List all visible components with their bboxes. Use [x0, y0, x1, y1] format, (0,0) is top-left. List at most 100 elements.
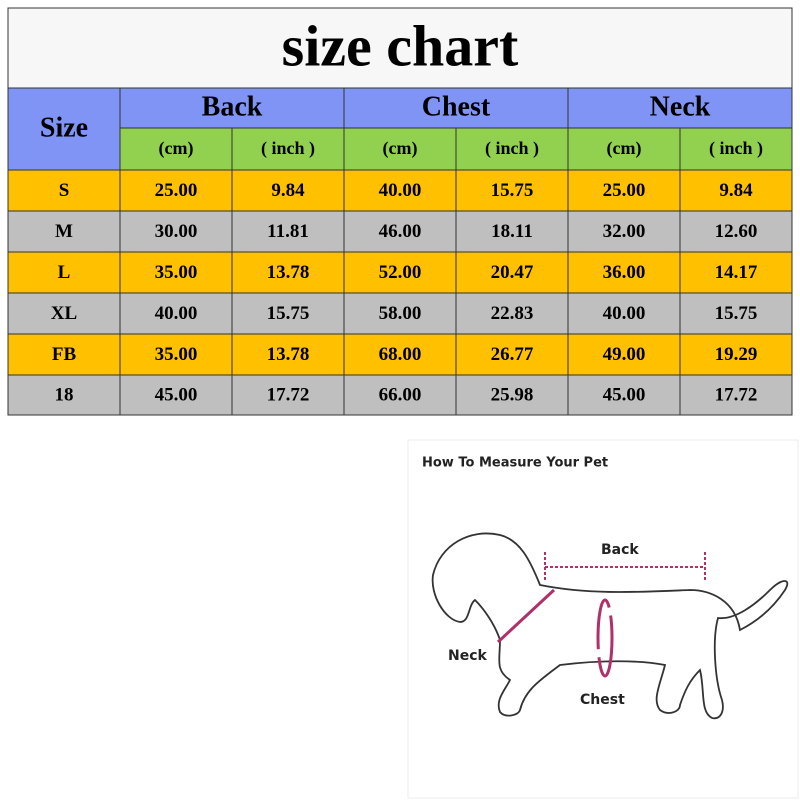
unit-header-cell	[119, 127, 233, 171]
size-name: FB	[52, 344, 77, 365]
measure-value-cell	[343, 333, 457, 376]
measure-value-cell	[679, 169, 793, 212]
back-label: Back	[601, 542, 639, 558]
group-header: Neck	[650, 91, 711, 122]
measure-value: 49.00	[603, 344, 646, 365]
measure-value: 11.81	[267, 221, 309, 242]
unit-header: ( inch )	[261, 138, 315, 159]
measure-value: 19.29	[715, 344, 758, 365]
measure-value-cell	[679, 292, 793, 335]
size-table: Size Back Chest Neck (cm) ( inch ) (cm) ( inch …	[7, 87, 793, 416]
measure-value: 9.84	[271, 180, 305, 201]
measure-value: 45.00	[155, 384, 198, 405]
measure-value-cell	[343, 374, 457, 416]
unit-header: ( inch )	[485, 138, 539, 159]
measure-diagram: How To Measure Your Pet Back Neck Chest	[407, 439, 799, 799]
measure-value-cell	[343, 210, 457, 253]
measure-value: 40.00	[603, 303, 646, 324]
measure-value: 17.72	[715, 384, 758, 405]
chest-line	[596, 598, 614, 678]
measure-value: 66.00	[379, 384, 422, 405]
measure-value: 9.84	[719, 180, 753, 201]
measure-value-cell	[119, 374, 233, 416]
dog-outline	[431, 532, 789, 720]
chest-label: Chest	[580, 692, 625, 708]
measure-value: 15.75	[267, 303, 310, 324]
neck-line	[496, 588, 556, 644]
unit-header: ( inch )	[709, 138, 763, 159]
measure-value-cell	[455, 374, 569, 416]
measure-value: 46.00	[379, 221, 422, 242]
unit-header: (cm)	[383, 138, 418, 159]
measure-value: 20.47	[491, 262, 534, 283]
unit-header-cell	[567, 127, 681, 171]
measure-value: 13.78	[267, 262, 310, 283]
measure-value: 45.00	[603, 384, 646, 405]
measure-value: 68.00	[379, 344, 422, 365]
measure-value-cell	[679, 374, 793, 416]
measure-value-cell	[231, 374, 345, 416]
measure-value: 35.00	[155, 344, 198, 365]
size-name: L	[58, 262, 71, 283]
measure-value: 52.00	[379, 262, 422, 283]
measure-value-cell	[231, 251, 345, 294]
measure-value: 25.00	[155, 180, 198, 201]
diagram-title: How To Measure Your Pet	[422, 456, 608, 471]
size-name: S	[59, 180, 70, 201]
neck-label: Neck	[448, 648, 488, 664]
measure-value: 15.75	[491, 180, 534, 201]
group-header-cell	[119, 87, 345, 129]
measure-value: 40.00	[155, 303, 198, 324]
group-header: Chest	[422, 91, 491, 122]
title-box	[7, 7, 793, 89]
measure-value: 30.00	[155, 221, 198, 242]
size-header-cell	[7, 87, 121, 171]
measure-value-cell	[567, 251, 681, 294]
measure-value-cell	[567, 169, 681, 212]
measure-value-cell	[231, 333, 345, 376]
measure-value-cell	[455, 292, 569, 335]
measure-value-cell	[679, 210, 793, 253]
unit-header: (cm)	[159, 138, 194, 159]
measure-value-cell	[343, 292, 457, 335]
measure-value-cell	[567, 333, 681, 376]
measure-value-cell	[455, 210, 569, 253]
page-title: size chart	[282, 13, 519, 78]
measure-value: 15.75	[715, 303, 758, 324]
group-header: Back	[202, 91, 263, 122]
unit-header-cell	[679, 127, 793, 171]
measure-value-cell	[119, 210, 233, 253]
measure-value: 58.00	[379, 303, 422, 324]
measure-value: 14.17	[715, 262, 758, 283]
measure-value: 40.00	[379, 180, 422, 201]
size-name: XL	[51, 303, 77, 324]
measure-value: 32.00	[603, 221, 646, 242]
measure-value: 25.98	[491, 384, 534, 405]
measure-value-cell	[231, 210, 345, 253]
measure-value: 25.00	[603, 180, 646, 201]
size-header: Size	[40, 112, 88, 143]
unit-header-cell	[343, 127, 457, 171]
measure-value-cell	[231, 169, 345, 212]
size-name-cell	[7, 333, 121, 376]
measure-value-cell	[119, 251, 233, 294]
size-name: M	[55, 221, 73, 242]
size-name-cell	[7, 210, 121, 253]
size-name-cell	[7, 169, 121, 212]
size-name: 18	[55, 384, 74, 405]
unit-header: (cm)	[607, 138, 642, 159]
measure-value-cell	[343, 251, 457, 294]
measure-value: 26.77	[491, 344, 534, 365]
measure-value: 18.11	[491, 221, 533, 242]
measure-value: 13.78	[267, 344, 310, 365]
measure-value: 36.00	[603, 262, 646, 283]
group-header-cell	[343, 87, 569, 129]
diagram-box	[407, 439, 799, 799]
measure-value-cell	[455, 169, 569, 212]
measure-value: 35.00	[155, 262, 198, 283]
measure-value: 22.83	[491, 303, 534, 324]
measure-value-cell	[679, 333, 793, 376]
measure-value: 17.72	[267, 384, 310, 405]
size-name-cell	[7, 374, 121, 416]
